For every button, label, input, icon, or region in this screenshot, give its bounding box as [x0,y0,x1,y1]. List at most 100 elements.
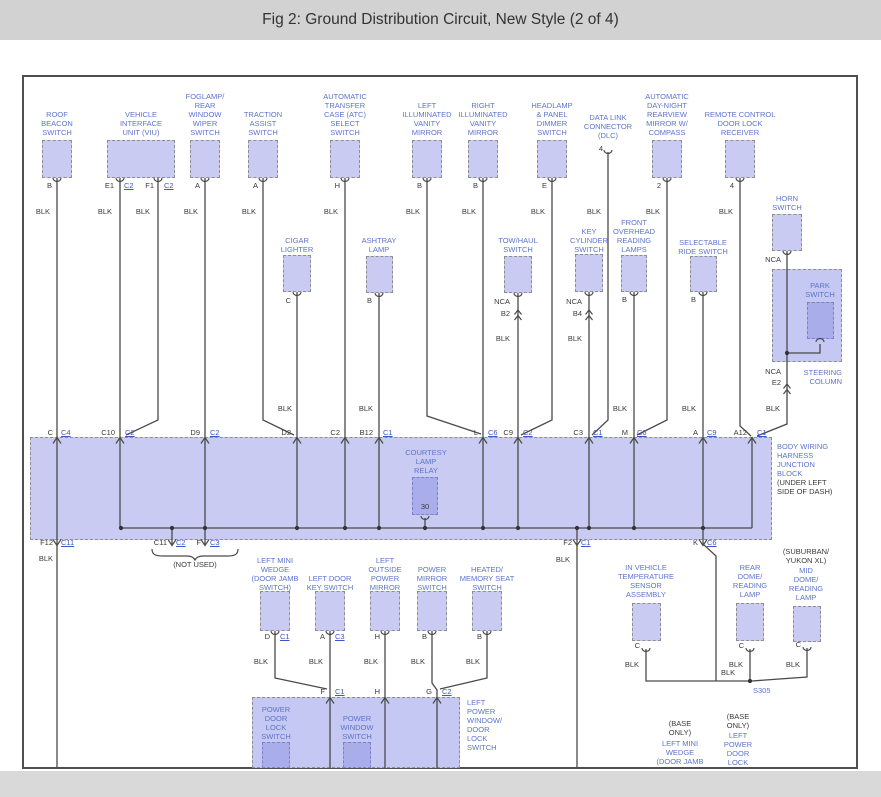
wire-label-blk-ashtray: BLK [358,404,373,413]
box-right-vanity-mirror [468,140,498,178]
entry-link-l-c6[interactable]: C6 [488,428,498,437]
exit-link-f12-c11[interactable]: C11 [61,538,75,547]
box-heated-memory-seat-switch [472,591,502,631]
label-s305: S305 [753,686,771,695]
wire-label-blk-traction: BLK [241,207,256,216]
entry-link-m-c6[interactable]: C6 [637,428,647,437]
exit-pin-c11: C11 [153,538,167,547]
pin-heated-b: B [476,632,482,641]
exit-link-k-c6[interactable]: C6 [707,538,717,547]
entry-pin-c9: C9 [503,428,513,437]
pin-traction-a: A [252,181,258,190]
label-headlamp-dimmer-switch: HEADLAMP & PANEL DIMMER SWITCH [531,101,573,137]
box-roof-beacon-switch [42,140,72,178]
title-bar: Fig 2: Ground Distribution Circuit, New … [0,0,881,40]
label-left-vanity-mirror: LEFT ILLUMINATED VANITY MIRROR [402,101,452,137]
pin-pms-b: B [421,632,427,641]
entry-link-b12-c1[interactable]: C1 [383,428,393,437]
pin-forl-b: B [621,295,627,304]
label-park-switch: PARK SWITCH [805,281,835,299]
box-headlamp-dimmer-switch [537,140,567,178]
pin-ldkey-a: A [319,632,325,641]
label-selectable-ride-switch: SELECTABLE RIDE SWITCH [678,238,728,256]
wire-label-blk-lopm: BLK [363,657,378,666]
label-roof-beacon-switch: ROOF BEACON SWITCH [41,110,73,137]
label-cigar-lighter: CIGAR LIGHTER [280,236,314,254]
pin-towhaul-b2: B2 [500,309,510,318]
pin-adnm-2: 2 [656,181,661,190]
pin-rv-b: B [472,181,478,190]
label-ashtray-lamp: ASHTRAY LAMP [361,236,397,254]
entry-link-d9-c2[interactable]: C2 [210,428,220,437]
pin-keycyl-nca: NCA [566,297,582,306]
entry-link-c10-c2[interactable]: C2 [125,428,135,437]
exit-link-f2-c1[interactable]: C1 [581,538,591,547]
box-ashtray-lamp [366,256,393,293]
entry-link-c9-c2[interactable]: C2 [523,428,533,437]
box-left-door-key-switch [315,591,345,631]
box-left-outside-power-mirror [370,591,400,631]
label-junction-block-location: (UNDER LEFT SIDE OF DASH) [777,478,833,496]
link-viu-e1-c2[interactable]: C2 [124,181,134,190]
wire-label-blk-cigar: BLK [277,404,292,413]
wire-label-blk-viu-f1: BLK [135,207,150,216]
box-in-vehicle-temp-sensor [632,603,661,641]
label-power-mirror-switch: POWER MIRROR SWITCH [416,565,448,592]
exit-pin-f2: F2 [563,538,572,547]
entry2-link-g-c2[interactable]: C2 [442,687,452,696]
label-left-door-key-switch: LEFT DOOR KEY SWITCH [306,574,354,592]
label-base-only-2-name: LEFT POWER DOOR LOCK [723,731,753,767]
box-mid-dome-reading-lamp [793,606,821,642]
box-auto-daynight-mirror [652,140,682,178]
box-courtesy-lamp-relay [412,477,438,515]
entry-pin-d9: D9 [190,428,200,437]
label-not-used: (NOT USED) [173,560,217,569]
wire-label-blk-selride: BLK [681,404,696,413]
label-left-power-window-door-lock-switch: LEFT POWER WINDOW/ DOOR LOCK SWITCH [467,698,502,752]
figure-title: Fig 2: Ground Distribution Circuit, New … [262,11,619,28]
entry-pin-m: M [621,428,628,437]
entry-link-c3-c1[interactable]: C1 [593,428,603,437]
pin-dlc-4: 4 [598,144,603,153]
box-remote-door-lock-receiver [725,140,755,178]
wire-label-blk-heated: BLK [465,657,480,666]
wire-label-blk-mdome: BLK [785,660,800,669]
pin-roof-b: B [46,181,52,190]
link-mwedge-c1[interactable]: C1 [280,632,290,641]
label-right-vanity-mirror: RIGHT ILLUMINATED VANITY MIRROR [458,101,508,137]
box-left-vanity-mirror [412,140,442,178]
entry-link-c4[interactable]: C4 [61,428,71,437]
junction-block [30,437,772,540]
pin-rdome-c: C [738,641,744,650]
wire-label-blk-viu-e1: BLK [97,207,112,216]
label-left-outside-power-mirror: LEFT OUTSIDE POWER MIRROR [368,556,402,592]
entry-link-a12-c1[interactable]: C1 [757,428,767,437]
pin-viu-e1: E1 [104,181,114,190]
label-suburban-yukon: (SUBURBAN/ YUKON XL) [782,547,830,565]
entry-pin-d2: D2 [281,428,291,437]
exit-link-c11-c2[interactable]: C2 [176,538,186,547]
entry2-pin-f: F [320,687,325,696]
wire-label-blk-forl: BLK [612,404,627,413]
label-traction-assist-switch: TRACTION ASSIST SWITCH [243,110,283,137]
pin-horn-nca: NCA [765,255,781,264]
entry-link-a-c9[interactable]: C9 [707,428,717,437]
entry-pin-c: C [47,428,53,437]
link-viu-f1-c2[interactable]: C2 [164,181,174,190]
pin-fog-a: A [194,181,200,190]
box-power-window-switch [343,742,371,768]
exit-link-f-c3[interactable]: C3 [210,538,220,547]
pin-atc-h: H [334,181,340,190]
label-power-window-switch: POWER WINDOW SWITCH [340,714,374,741]
box-traction-assist-switch [248,140,278,178]
pin-cigar-c: C [285,296,291,305]
label-power-door-lock-switch: POWER DOOR LOCK SWITCH [261,705,291,741]
entry2-link-f-c1[interactable]: C1 [335,687,345,696]
wire-label-blk-mwedge: BLK [253,657,268,666]
pin-towhaul-nca: NCA [494,297,510,306]
wire-label-blk-f2: BLK [555,555,570,564]
wire-label-blk-remote: BLK [718,207,733,216]
link-ldkey-c3[interactable]: C3 [335,632,345,641]
label-in-vehicle-temp-sensor: IN VEHICLE TEMPERATURE SENSOR ASSEMBLY [617,563,675,599]
exit-pin-f: F [196,538,201,547]
